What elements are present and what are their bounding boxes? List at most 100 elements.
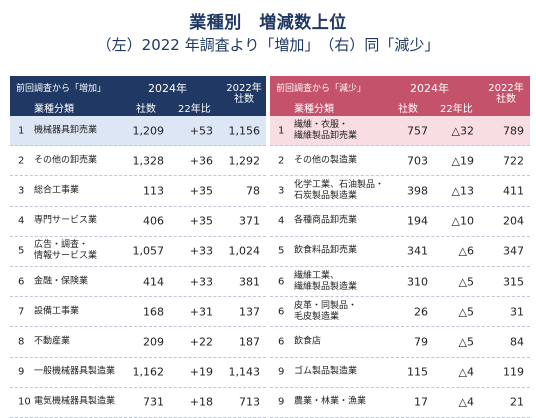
rank-cell: 9	[18, 366, 25, 378]
rank-cell: 4	[18, 215, 25, 227]
diff-cell: +18	[189, 395, 213, 409]
category-cell: その他の卸売業	[34, 155, 98, 166]
table-row: 7 設備工事業 168 +31 137	[10, 297, 266, 328]
category-cell: 繊維工業、 繊維製品製造業	[294, 270, 358, 292]
prev-count-cell: 84	[510, 335, 524, 349]
table-row: 1 繊維・衣服・ 繊維製品卸売業 757 △32 789	[270, 116, 530, 147]
increase-table-caption: 前回調査から「増加」	[16, 84, 107, 94]
category-cell: 設備工事業	[34, 306, 80, 317]
count-cell: 757	[407, 124, 428, 138]
category-cell: 機械器具卸売業	[34, 125, 98, 136]
diff-cell: △19	[451, 154, 474, 168]
category-cell: 広告・調査・ 情報サービス業	[34, 240, 98, 262]
decrease-table-header: 前回調査から「減少」 2024年 2022年 社数 業種分類 社数 22年比	[270, 76, 530, 116]
rank-cell: 5	[18, 245, 25, 257]
rank-cell: 3	[18, 185, 25, 197]
prev-count-cell: 789	[503, 124, 524, 138]
diff-cell: △32	[451, 124, 474, 138]
diff-cell: △6	[458, 244, 474, 258]
table-row: 4 専門サービス業 406 +35 371	[10, 207, 266, 237]
year-2022-count-label: 2022年 社数	[226, 83, 262, 105]
prev-count-cell: 137	[239, 305, 260, 319]
diff-cell: △5	[458, 305, 474, 319]
category-cell: 金融・保険業	[34, 276, 89, 287]
rank-cell: 1	[278, 125, 285, 137]
category-cell: 化学工業、石油製品・ 石炭製品製造業	[294, 179, 385, 201]
category-cell: 飲食店	[294, 336, 322, 347]
year-2024-label: 2024年	[148, 82, 187, 95]
diff-cell: +22	[189, 335, 213, 349]
count-cell: 1,057	[132, 244, 165, 258]
table-row: 10 電気機械器具製造業 731 +18 713	[10, 388, 266, 418]
table-row: 3 化学工業、石油製品・ 石炭製品製造業 398 △13 411	[270, 176, 530, 207]
category-column-header: 業種分類	[34, 104, 74, 115]
prev-count-cell: 31	[510, 305, 524, 319]
prev-count-cell: 119	[503, 365, 524, 379]
diff-cell: △4	[458, 365, 474, 379]
count-cell: 310	[407, 275, 428, 289]
diff-cell: +19	[189, 365, 213, 379]
count-column-header: 社数	[398, 104, 418, 115]
table-row: 6 金融・保険業 414 +33 381	[10, 267, 266, 298]
diff-cell: +33	[189, 275, 213, 289]
category-cell: 繊維・衣服・ 繊維製品卸売業	[294, 119, 358, 141]
category-cell: 不動産業	[34, 336, 71, 347]
table-row: 4 各種商品卸売業 194 △10 204	[270, 207, 530, 237]
count-cell: 17	[414, 395, 428, 409]
prev-count-cell: 315	[503, 275, 524, 289]
table-row: 6 飲食店 79 △5 84	[270, 327, 530, 358]
category-cell: 電気機械器具製造業	[34, 396, 116, 407]
category-cell: 専門サービス業	[34, 215, 98, 226]
rank-cell: 3	[278, 185, 285, 197]
year-2022-count-label: 2022年 社数	[488, 83, 524, 105]
diff-cell: +31	[189, 305, 213, 319]
diff-cell: △10	[451, 214, 474, 228]
rank-cell: 9	[278, 366, 285, 378]
count-cell: 406	[143, 214, 164, 228]
diff-cell: △4	[458, 395, 474, 409]
category-cell: 飲食料品卸売業	[294, 245, 358, 256]
prev-count-cell: 1,156	[228, 124, 261, 138]
rank-cell: 5	[278, 245, 285, 257]
count-cell: 26	[414, 305, 428, 319]
diff-cell: △13	[451, 184, 474, 198]
table-row: 1 機械器具卸売業 1,209 +53 1,156	[10, 116, 266, 147]
table-row: 6 繊維工業、 繊維製品製造業 310 △5 315	[270, 267, 530, 298]
rank-cell: 8	[18, 336, 25, 348]
table-row: 9 農業・林業・漁業 17 △4 21	[270, 388, 530, 418]
diff-cell: △5	[458, 275, 474, 289]
prev-count-cell: 411	[503, 184, 524, 198]
prev-count-cell: 722	[503, 154, 524, 168]
prev-count-cell: 347	[503, 244, 524, 258]
prev-count-cell: 381	[239, 275, 260, 289]
page-subtitle: （左）2022 年調査より「増加」 （右）同「減少」	[96, 36, 440, 54]
count-cell: 414	[143, 275, 164, 289]
count-cell: 113	[143, 184, 164, 198]
diff-column-header: 22年比	[440, 104, 473, 115]
count-cell: 703	[407, 154, 428, 168]
rank-cell: 6	[278, 276, 285, 288]
table-row: 5 広告・調査・ 情報サービス業 1,057 +33 1,024	[10, 237, 266, 267]
rank-cell: 1	[18, 125, 25, 137]
count-cell: 209	[143, 335, 164, 349]
year-2024-label: 2024年	[410, 82, 449, 95]
diff-cell: △5	[458, 335, 474, 349]
category-cell: 各種商品卸売業	[294, 215, 358, 226]
prev-count-cell: 1,143	[228, 365, 261, 379]
table-row: 8 不動産業 209 +22 187	[10, 327, 266, 358]
rank-cell: 4	[278, 215, 285, 227]
count-cell: 1,209	[132, 124, 165, 138]
diff-cell: +53	[189, 124, 213, 138]
rank-cell: 10	[18, 396, 31, 408]
count-cell: 79	[414, 335, 428, 349]
table-row: 3 総合工事業 113 +35 78	[10, 176, 266, 207]
count-cell: 194	[407, 214, 428, 228]
category-cell: 総合工事業	[34, 185, 80, 196]
table-row: 2 その他の製造業 703 △19 722	[270, 146, 530, 177]
prev-count-cell: 1,024	[228, 244, 261, 258]
prev-count-cell: 204	[503, 214, 524, 228]
table-row: 9 一般機械器具製造業 1,162 +19 1,143	[10, 358, 266, 388]
diff-cell: +35	[189, 184, 213, 198]
prev-count-cell: 187	[239, 335, 260, 349]
count-cell: 341	[407, 244, 428, 258]
